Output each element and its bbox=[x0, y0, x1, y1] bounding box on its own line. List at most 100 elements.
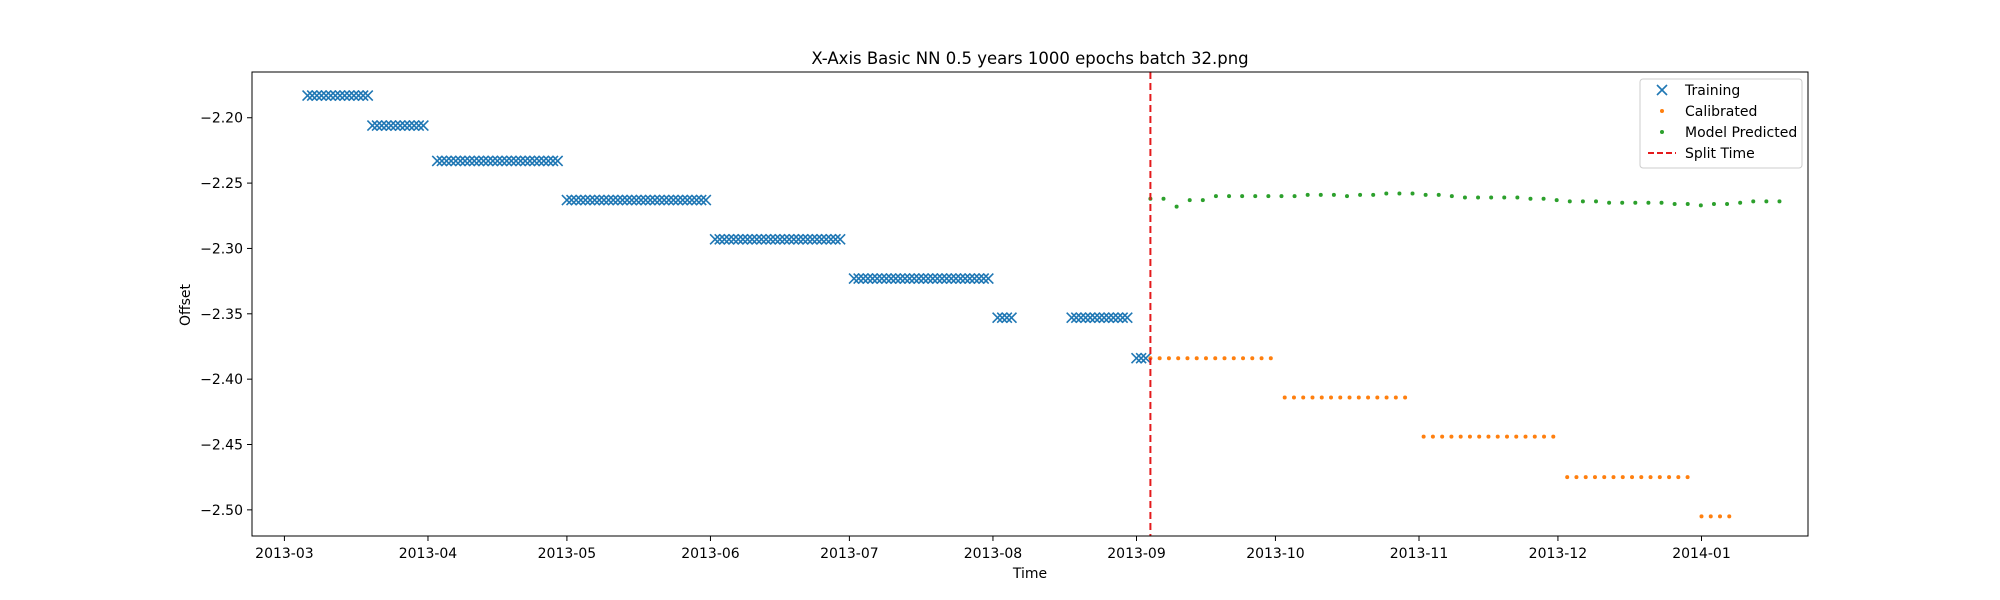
model-predicted-point bbox=[1292, 194, 1297, 199]
training-point bbox=[329, 89, 341, 102]
training-point bbox=[908, 272, 920, 285]
calibrated-point bbox=[1157, 356, 1162, 361]
training-point bbox=[834, 233, 846, 245]
x-axis-label: Time bbox=[1012, 566, 1047, 582]
y-tick-label: −2.45 bbox=[200, 438, 243, 454]
calibrated-point bbox=[1319, 395, 1324, 400]
training-point bbox=[584, 194, 596, 206]
training-point bbox=[621, 194, 633, 206]
training-point bbox=[848, 272, 860, 285]
training-point bbox=[653, 194, 666, 206]
legend-label-calibrated: Calibrated bbox=[1685, 104, 1757, 120]
model-predicted-point bbox=[1607, 200, 1612, 205]
y-tick-label: −2.40 bbox=[200, 372, 243, 388]
training-point bbox=[880, 272, 893, 285]
model-predicted-point bbox=[1751, 199, 1756, 204]
x-tick-label: 2013-05 bbox=[538, 546, 597, 562]
calibrated-point bbox=[1727, 514, 1732, 519]
x-axis: 2013-03 2013-04 2013-05 2013-06 2013-07 2013-… bbox=[255, 536, 1731, 562]
calibrated-point bbox=[1231, 356, 1236, 361]
calibrated-point bbox=[1676, 475, 1681, 480]
model-predicted-point bbox=[1777, 199, 1782, 204]
training-point bbox=[445, 155, 457, 167]
calibrated-point bbox=[1194, 356, 1199, 361]
calibrated-point bbox=[1667, 475, 1672, 480]
training-point bbox=[626, 194, 638, 206]
training-point bbox=[524, 155, 536, 167]
training-point bbox=[334, 89, 346, 102]
training-point bbox=[380, 120, 392, 132]
training-point bbox=[728, 233, 740, 245]
training-point bbox=[413, 120, 425, 132]
training-point bbox=[996, 312, 1008, 324]
model-predicted-point bbox=[1423, 192, 1428, 197]
training-point bbox=[917, 272, 930, 285]
training-point bbox=[783, 233, 795, 245]
calibrated-point bbox=[1176, 356, 1181, 361]
training-point bbox=[968, 272, 980, 285]
training-point bbox=[477, 155, 490, 167]
training-point bbox=[362, 89, 374, 102]
model-predicted-point bbox=[1725, 202, 1730, 207]
training-point bbox=[1066, 312, 1078, 324]
calibrated-point bbox=[1301, 395, 1306, 400]
legend-marker-training bbox=[1656, 84, 1668, 96]
calibrated-point bbox=[1620, 475, 1625, 480]
model-predicted-point bbox=[1213, 194, 1218, 199]
training-point bbox=[311, 89, 323, 102]
calibrated-point bbox=[1523, 434, 1528, 439]
calibrated-point bbox=[1241, 356, 1246, 361]
calibrated-point bbox=[1477, 434, 1482, 439]
model-predicted-point bbox=[1580, 199, 1585, 204]
model-predicted-point bbox=[1554, 198, 1559, 203]
training-point bbox=[1121, 312, 1133, 324]
training-point bbox=[964, 272, 976, 285]
training-point bbox=[904, 272, 916, 285]
training-point bbox=[436, 155, 448, 167]
training-point bbox=[746, 233, 758, 245]
training-point bbox=[644, 194, 656, 206]
training-point bbox=[593, 194, 605, 206]
calibrated-point bbox=[1393, 395, 1398, 400]
training-point bbox=[936, 272, 948, 285]
legend: Training Calibrated Model Predicted Spli… bbox=[1639, 78, 1803, 169]
model-predicted-point bbox=[1489, 195, 1494, 200]
training-point bbox=[1080, 312, 1092, 324]
model-predicted-point bbox=[1266, 194, 1271, 199]
training-point bbox=[399, 120, 411, 132]
training-point bbox=[616, 194, 629, 206]
training-point bbox=[473, 155, 485, 167]
training-point bbox=[1005, 312, 1018, 324]
model-predicted-point bbox=[1344, 194, 1349, 199]
legend-label-split-time: Split Time bbox=[1685, 146, 1755, 162]
plot-frame bbox=[251, 71, 1809, 537]
training-point bbox=[357, 89, 369, 102]
training-point bbox=[899, 272, 911, 285]
training-point bbox=[561, 194, 573, 206]
training-point bbox=[1140, 352, 1152, 364]
training-point bbox=[394, 120, 406, 132]
training-point bbox=[829, 233, 842, 245]
training-point bbox=[737, 233, 749, 245]
training-point bbox=[866, 272, 879, 285]
training-point bbox=[1001, 312, 1013, 324]
calibrated-point bbox=[1166, 356, 1171, 361]
model-predicted-point bbox=[1476, 195, 1481, 200]
model-predicted-point bbox=[1515, 195, 1520, 200]
model-predicted-point bbox=[1279, 194, 1284, 199]
training-point bbox=[751, 233, 763, 245]
model-predicted-point bbox=[1646, 200, 1651, 205]
y-tick-label: −2.35 bbox=[200, 307, 243, 323]
training-point bbox=[1130, 352, 1143, 364]
training-point bbox=[723, 233, 735, 245]
calibrated-point bbox=[1574, 475, 1579, 480]
calibrated-point bbox=[1440, 434, 1445, 439]
model-predicted-point bbox=[1449, 194, 1454, 199]
calibrated-point bbox=[1338, 395, 1343, 400]
x-tick-label: 2013-06 bbox=[681, 546, 740, 562]
legend-marker-calibrated bbox=[1660, 109, 1664, 113]
calibrated-point bbox=[1514, 434, 1519, 439]
calibrated-point bbox=[1203, 356, 1208, 361]
training-point bbox=[431, 155, 443, 167]
calibrated-point bbox=[1291, 395, 1296, 400]
